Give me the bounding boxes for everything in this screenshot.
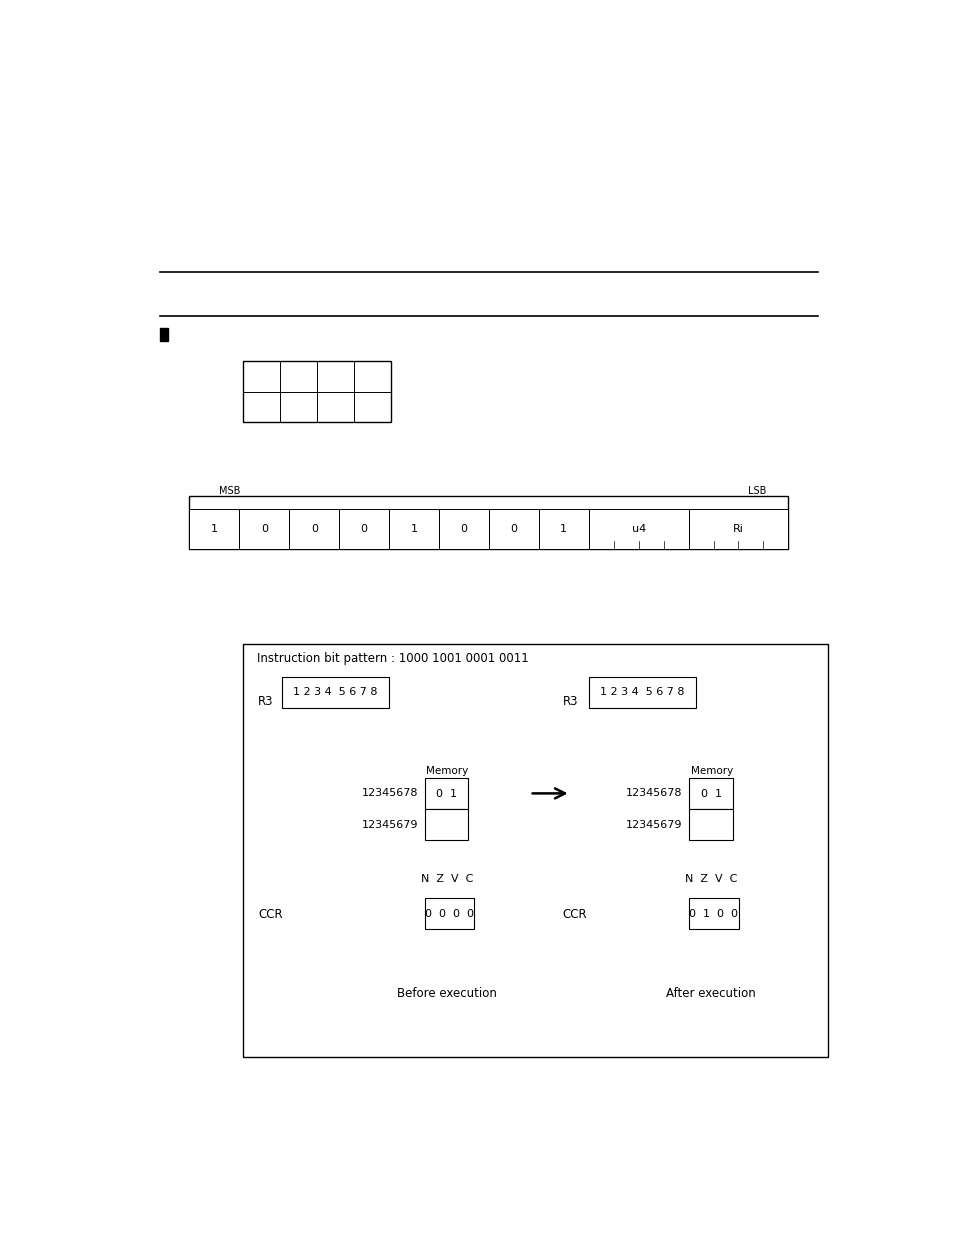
Text: R3: R3 <box>562 695 578 708</box>
Bar <box>588 509 688 550</box>
Text: CCR: CCR <box>258 908 283 921</box>
Bar <box>190 495 787 550</box>
Text: 0: 0 <box>510 524 517 534</box>
Bar <box>424 809 468 840</box>
Bar <box>538 509 588 550</box>
Bar <box>243 643 826 1057</box>
Text: 12345679: 12345679 <box>625 820 682 830</box>
Text: CCR: CCR <box>562 908 587 921</box>
Bar <box>688 809 732 840</box>
Bar <box>160 329 168 341</box>
Bar <box>289 509 339 550</box>
Text: u4: u4 <box>631 524 645 534</box>
Text: 0: 0 <box>460 524 467 534</box>
Bar <box>688 778 732 809</box>
Bar <box>688 898 738 929</box>
Text: Instruction bit pattern : 1000 1001 0001 0011: Instruction bit pattern : 1000 1001 0001… <box>256 652 528 666</box>
Text: LSB: LSB <box>747 487 765 496</box>
Text: 0  1: 0 1 <box>700 789 720 799</box>
Text: 1 2 3 4  5 6 7 8: 1 2 3 4 5 6 7 8 <box>293 687 377 698</box>
Text: 0: 0 <box>260 524 268 534</box>
Bar <box>588 677 695 708</box>
Text: Memory: Memory <box>426 766 468 776</box>
Bar <box>389 509 438 550</box>
Text: 12345678: 12345678 <box>625 788 682 798</box>
Text: N  Z  V  C: N Z V C <box>684 874 737 884</box>
Text: 1 2 3 4  5 6 7 8: 1 2 3 4 5 6 7 8 <box>599 687 684 698</box>
Text: 1: 1 <box>211 524 217 534</box>
Text: 12345678: 12345678 <box>362 788 418 798</box>
Bar <box>243 361 391 422</box>
Text: N  Z  V  C: N Z V C <box>420 874 473 884</box>
Text: MSB: MSB <box>219 487 240 496</box>
Bar <box>438 509 488 550</box>
Text: 12345679: 12345679 <box>362 820 418 830</box>
Bar <box>424 898 474 929</box>
Text: 0: 0 <box>360 524 367 534</box>
Bar <box>190 509 239 550</box>
Text: R3: R3 <box>258 695 274 708</box>
Text: 1: 1 <box>559 524 567 534</box>
Text: Before execution: Before execution <box>396 987 497 999</box>
Text: Ri: Ri <box>732 524 743 534</box>
Bar <box>488 509 538 550</box>
Text: 0  1  0  0: 0 1 0 0 <box>689 909 738 919</box>
Text: 0  0  0  0: 0 0 0 0 <box>424 909 474 919</box>
Text: 0: 0 <box>311 524 317 534</box>
Text: 0  1: 0 1 <box>436 789 456 799</box>
Text: Memory: Memory <box>690 766 732 776</box>
Bar <box>282 677 389 708</box>
Bar <box>688 509 787 550</box>
Bar <box>239 509 289 550</box>
Text: After execution: After execution <box>666 987 756 999</box>
Bar <box>339 509 389 550</box>
Bar <box>424 778 468 809</box>
Text: 1: 1 <box>410 524 417 534</box>
